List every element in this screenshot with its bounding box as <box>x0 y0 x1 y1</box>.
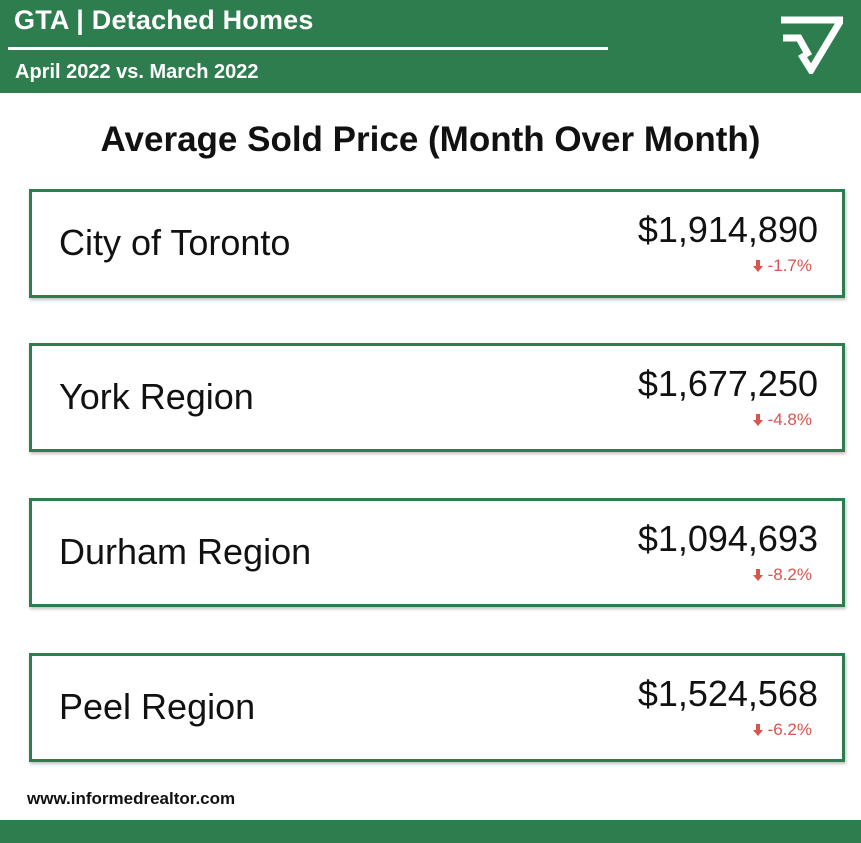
region-change: -4.8% <box>752 410 812 430</box>
region-change: -6.2% <box>752 720 812 740</box>
down-arrow-icon <box>752 414 763 426</box>
region-card-york: York Region $1,677,250 -4.8% <box>29 343 845 452</box>
region-label: City of Toronto <box>59 222 291 263</box>
region-card-durham: Durham Region $1,094,693 -8.2% <box>29 498 845 607</box>
down-arrow-icon <box>752 260 763 272</box>
region-label: Peel Region <box>59 686 256 727</box>
checkmark-logo-icon <box>781 16 843 74</box>
region-change-value: -8.2% <box>767 565 812 584</box>
region-price: $1,094,693 <box>637 518 818 559</box>
region-price: $1,914,890 <box>637 209 818 250</box>
region-card-peel: Peel Region $1,524,568 -6.2% <box>29 653 845 762</box>
region-change-value: -4.8% <box>767 410 812 429</box>
footer-bar <box>0 820 861 843</box>
region-card-toronto: City of Toronto $1,914,890 -1.7% <box>29 189 845 298</box>
header-divider <box>8 47 608 50</box>
region-change: -1.7% <box>752 256 812 276</box>
footer-website-link[interactable]: www.informedrealtor.com <box>27 789 236 808</box>
header-subtitle: April 2022 vs. March 2022 <box>15 61 259 83</box>
region-change-value: -6.2% <box>767 720 812 739</box>
down-arrow-icon <box>752 569 763 581</box>
region-label: York Region <box>59 376 254 417</box>
region-change-value: -1.7% <box>767 256 812 275</box>
section-title: Average Sold Price (Month Over Month) <box>100 120 761 159</box>
down-arrow-icon <box>752 724 763 736</box>
region-label: Durham Region <box>59 531 312 572</box>
header-banner: GTA | Detached Homes April 2022 vs. Marc… <box>0 0 861 93</box>
header-title: GTA | Detached Homes <box>14 5 314 35</box>
region-price: $1,524,568 <box>637 673 818 714</box>
region-change: -8.2% <box>752 565 812 585</box>
region-price: $1,677,250 <box>637 363 818 404</box>
